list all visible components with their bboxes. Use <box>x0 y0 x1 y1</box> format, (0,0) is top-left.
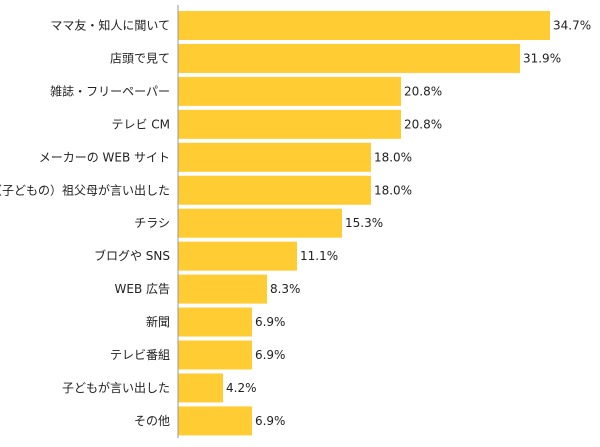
value-label: 18.0% <box>374 150 412 164</box>
category-label: WEB 広告 <box>115 282 171 296</box>
bar <box>178 76 401 106</box>
category-label: ママ友・知人に聞いて <box>50 19 170 33</box>
value-label: 34.7% <box>553 19 591 33</box>
category-label: 店頭で見て <box>110 51 170 65</box>
bar <box>178 373 224 403</box>
category-label: 新聞 <box>146 314 170 329</box>
category-label: 雑誌・フリーペーパー <box>50 83 170 98</box>
value-label: 31.9% <box>523 51 561 65</box>
bar <box>178 340 252 370</box>
bar <box>178 406 252 436</box>
bar <box>178 175 371 205</box>
bar <box>178 11 550 40</box>
value-label: 15.3% <box>345 216 383 230</box>
labels-layer: ママ友・知人に聞いて 34.7% 店頭で見て 31.9% 雑誌・フリーペーパー 20.8%… <box>0 19 591 428</box>
bar <box>178 274 267 304</box>
category-label: 子どもが言い出した <box>62 380 170 395</box>
value-label: 20.8% <box>404 84 442 98</box>
category-label: （子どもの）祖父母が言い出した <box>0 182 170 197</box>
value-label: 6.9% <box>255 348 286 362</box>
bar <box>178 109 401 139</box>
category-label: テレビ番組 <box>110 348 170 362</box>
category-label: テレビ CM <box>111 117 170 131</box>
bars-layer <box>178 11 550 436</box>
bar <box>178 307 252 337</box>
bar <box>178 241 297 271</box>
value-label: 20.8% <box>404 117 442 131</box>
value-label: 18.0% <box>374 183 412 197</box>
value-label: 4.2% <box>226 381 257 395</box>
value-label: 6.9% <box>255 315 286 329</box>
category-label: チラシ <box>134 216 170 230</box>
category-label: その他 <box>134 414 170 428</box>
category-label: ブログや SNS <box>94 248 170 263</box>
bar <box>178 142 371 172</box>
value-label: 8.3% <box>270 282 301 296</box>
value-label: 6.9% <box>255 414 286 428</box>
category-label: メーカーの WEB サイト <box>39 150 170 164</box>
bar <box>178 208 343 238</box>
value-label: 11.1% <box>300 249 338 263</box>
bar <box>178 43 520 73</box>
